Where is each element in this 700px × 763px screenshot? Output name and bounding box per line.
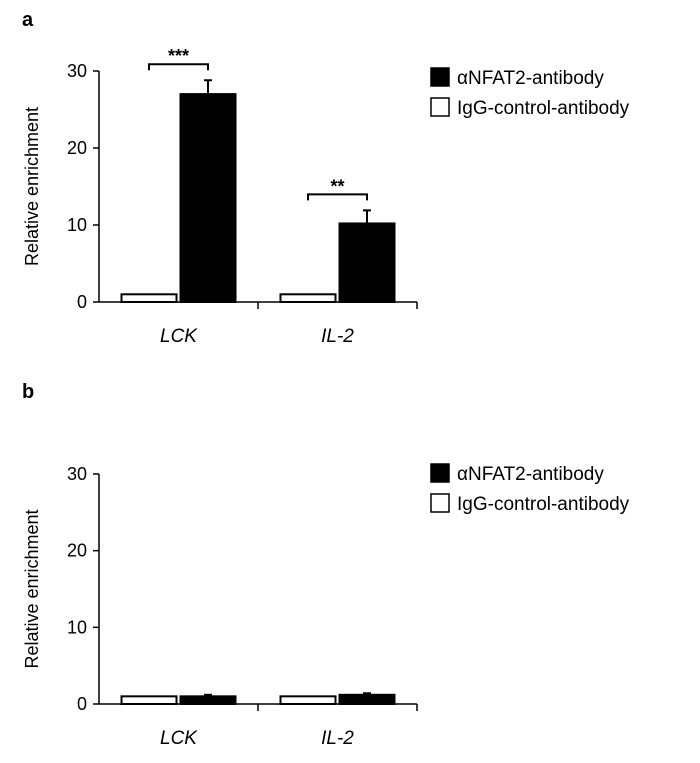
x-category-label: LCK xyxy=(160,728,198,749)
bar xyxy=(338,222,396,304)
bar xyxy=(120,695,178,705)
y-tick-label: 20 xyxy=(67,541,87,561)
bar xyxy=(179,93,237,303)
significance-label: *** xyxy=(168,46,189,66)
significance-bracket xyxy=(148,63,209,71)
bar xyxy=(338,693,396,705)
y-axis-label: Relative enrichment xyxy=(22,107,42,266)
legend-swatch xyxy=(430,97,450,117)
y-tick-label: 10 xyxy=(67,215,87,235)
x-category-label: LCK xyxy=(160,326,198,347)
y-tick-label: 0 xyxy=(77,292,87,312)
y-tick-label: 0 xyxy=(77,694,87,714)
legend-swatch xyxy=(430,67,450,87)
legend-swatch xyxy=(430,463,450,483)
panel-label: a xyxy=(22,9,34,31)
legend-label: αNFAT2-antibody xyxy=(457,68,604,89)
bar xyxy=(179,695,237,705)
significance-bracket xyxy=(307,193,368,201)
y-tick-label: 30 xyxy=(67,464,87,484)
y-tick-label: 30 xyxy=(67,61,87,81)
bar xyxy=(279,695,337,705)
x-category-label: IL-2 xyxy=(321,728,354,749)
y-tick-label: 10 xyxy=(67,617,87,637)
legend-label: αNFAT2-antibody xyxy=(457,464,604,485)
significance-label: ** xyxy=(330,176,344,196)
panel-label: b xyxy=(22,381,34,403)
y-axis-label: Relative enrichment xyxy=(22,509,42,668)
bar xyxy=(279,293,337,303)
legend-swatch xyxy=(430,493,450,513)
bar xyxy=(120,293,178,303)
x-category-label: IL-2 xyxy=(321,326,354,347)
chart-panel-b: b 0 10 20 30 Relative enrichment LCK IL-2 αNFAT2… xyxy=(22,381,630,749)
legend-label: IgG-control-antibody xyxy=(457,494,630,515)
y-tick-label: 20 xyxy=(67,138,87,158)
legend-label: IgG-control-antibody xyxy=(457,98,630,119)
